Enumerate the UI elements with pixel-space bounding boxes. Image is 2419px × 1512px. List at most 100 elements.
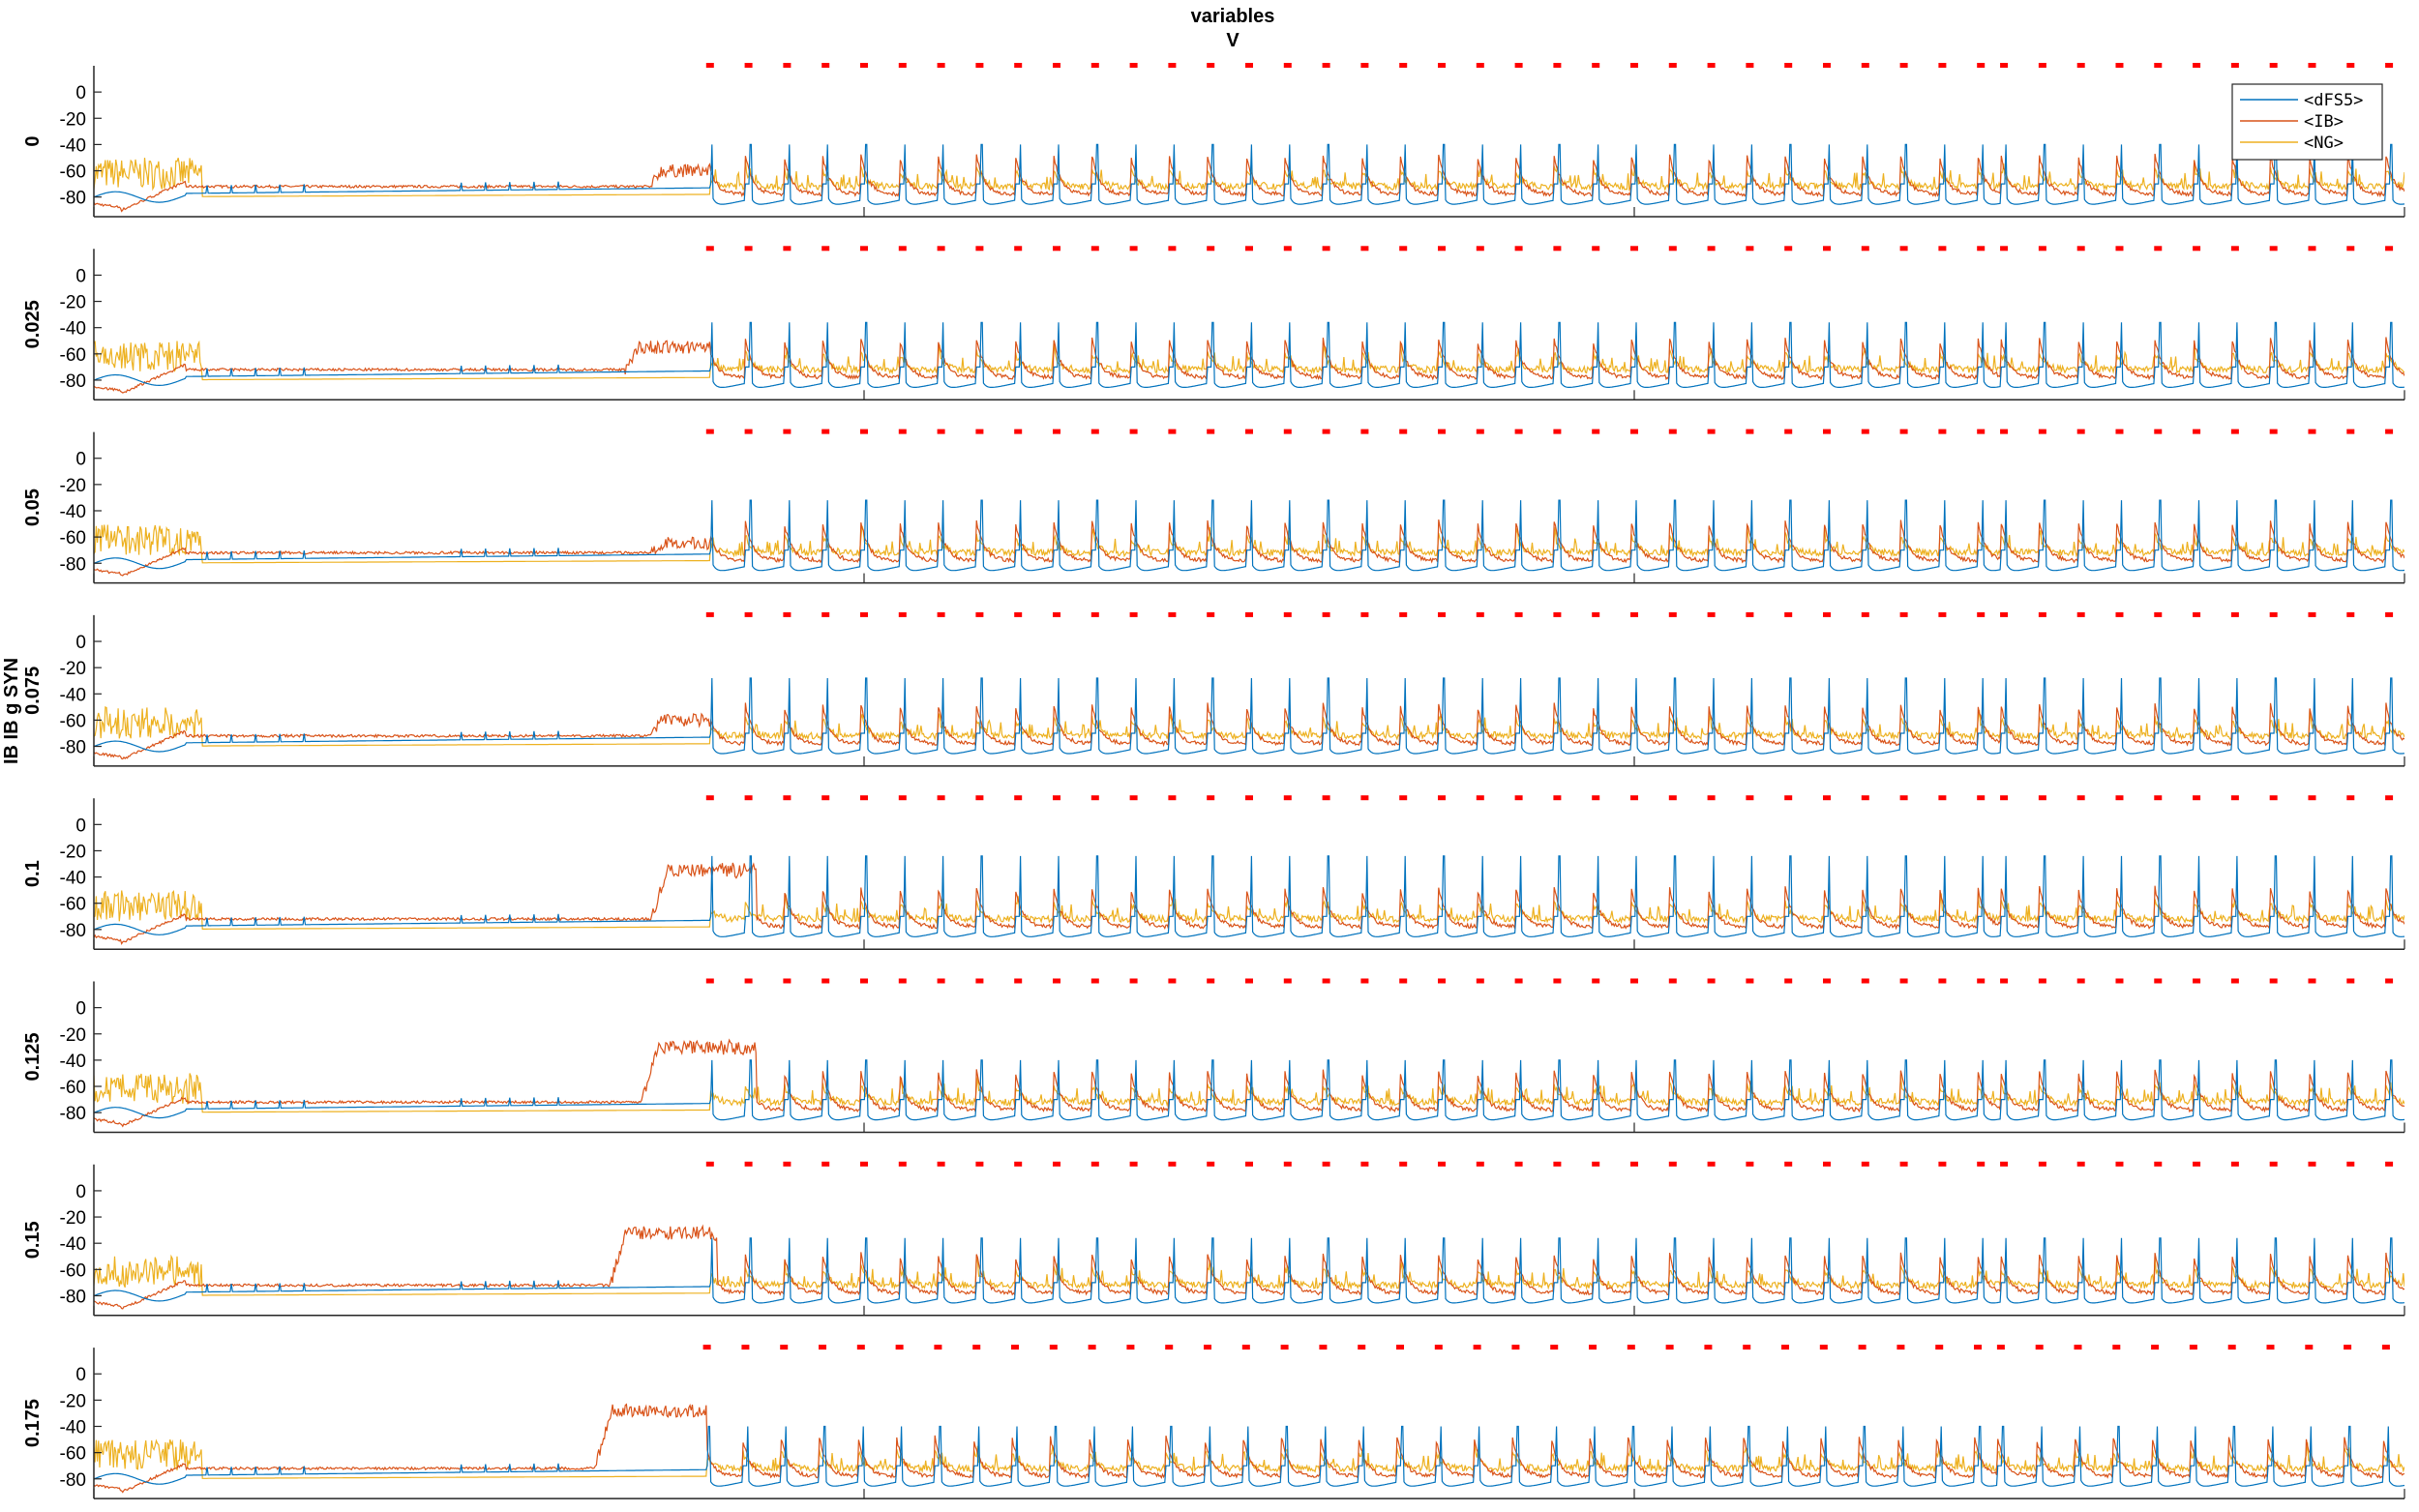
stimulus-marker <box>2038 246 2046 252</box>
stimulus-marker <box>744 429 753 434</box>
panel-label: 0.025 <box>22 300 44 348</box>
stimulus-marker <box>1014 795 1023 801</box>
stimulus-marker <box>1129 1161 1138 1167</box>
stimulus-marker <box>2269 611 2278 617</box>
stimulus-marker <box>1668 246 1677 252</box>
stimulus-marker <box>2346 246 2355 252</box>
y-tick-label: -20 <box>60 109 86 130</box>
series-line-dFS5 <box>94 321 2404 388</box>
stimulus-marker <box>1938 429 1947 434</box>
stimulus-marker <box>1126 1345 1135 1350</box>
stimulus-marker <box>1053 795 1060 801</box>
stimulus-marker <box>2227 1345 2236 1350</box>
stimulus-marker <box>821 246 830 252</box>
stimulus-marker <box>898 795 907 801</box>
stimulus-marker <box>1322 1161 1330 1167</box>
stimulus-marker <box>1241 1345 1250 1350</box>
stimulus-marker <box>821 1161 830 1167</box>
panel-4: 0 -20 -40 -60 -80 0.1 <box>22 795 2405 950</box>
stimulus-marker <box>1322 63 1330 68</box>
stimulus-marker <box>1592 978 1600 984</box>
stimulus-marker <box>2308 978 2316 984</box>
stimulus-marker <box>2115 1161 2124 1167</box>
stimulus-marker <box>1592 1161 1600 1167</box>
stimulus-marker <box>1207 429 1215 434</box>
stimulus-marker <box>744 978 753 984</box>
stimulus-marker <box>1704 1345 1713 1350</box>
stimulus-marker <box>1514 63 1523 68</box>
stimulus-marker <box>1627 1345 1635 1350</box>
stimulus-marker <box>2035 1345 2044 1350</box>
stimulus-marker <box>1396 1345 1405 1350</box>
stimulus-marker <box>1014 611 1023 617</box>
panels: 0 -20 -40 -60 -80 0 0 -20 -40 -60 -80 0.025 0 -20 -40 -… <box>22 63 2405 1499</box>
stimulus-marker <box>1938 63 1947 68</box>
stimulus-marker <box>1784 611 1793 617</box>
stimulus-marker <box>1592 611 1600 617</box>
y-tick-label: -60 <box>60 711 86 731</box>
stimulus-marker <box>2000 978 2009 984</box>
stimulus-marker <box>1360 978 1369 984</box>
stimulus-marker <box>2038 978 2046 984</box>
stimulus-marker <box>705 611 714 617</box>
stimulus-marker <box>1861 246 1869 252</box>
stimulus-marker <box>1322 795 1330 801</box>
stimulus-marker <box>2346 63 2355 68</box>
y-tick-label: -20 <box>60 842 86 862</box>
chart-title-line-2: V <box>1226 30 1239 51</box>
stimulus-marker <box>860 795 868 801</box>
series-line-dFS5 <box>94 855 2404 937</box>
stimulus-marker <box>1129 246 1138 252</box>
stimulus-marker <box>2269 978 2278 984</box>
stimulus-marker <box>1207 246 1215 252</box>
stimulus-marker <box>2000 611 2009 617</box>
y-tick-label: -20 <box>60 659 86 679</box>
stimulus-marker <box>1707 978 1716 984</box>
y-tick-label: -60 <box>60 163 86 183</box>
stimulus-marker <box>975 429 984 434</box>
series-line-NG <box>94 340 2404 381</box>
series-line-IB <box>94 1224 2404 1310</box>
y-tick-label: -80 <box>60 554 86 575</box>
stimulus-marker <box>783 795 791 801</box>
stimulus-marker <box>2076 978 2085 984</box>
stimulus-marker <box>1630 978 1638 984</box>
stimulus-marker <box>1476 63 1484 68</box>
stimulus-marker <box>2115 63 2124 68</box>
series-line-dFS5 <box>94 1425 2404 1487</box>
stimulus-marker <box>1011 1345 1020 1350</box>
stimulus-marker <box>1823 246 1831 252</box>
stimulus-marker <box>1245 429 1253 434</box>
stimulus-marker <box>2346 1161 2355 1167</box>
stimulus-marker <box>975 795 984 801</box>
stimulus-marker <box>1399 63 1408 68</box>
stimulus-marker <box>2193 795 2201 801</box>
stimulus-marker <box>1781 1345 1790 1350</box>
y-tick-label: -40 <box>60 869 86 889</box>
y-tick-label: -40 <box>60 1234 86 1255</box>
stimulus-marker <box>1899 611 1908 617</box>
legend-entry: <IB> <box>2304 112 2344 132</box>
stimulus-marker <box>2193 611 2201 617</box>
stimulus-marker <box>1283 611 1292 617</box>
stimulus-marker <box>1129 978 1138 984</box>
stimulus-marker <box>2076 795 2085 801</box>
y-tick-label: -60 <box>60 1078 86 1098</box>
stimulus-marker <box>1784 795 1793 801</box>
stimulus-marker <box>744 63 753 68</box>
stimulus-marker <box>1553 429 1562 434</box>
stimulus-marker <box>1514 611 1523 617</box>
stimulus-marker <box>1129 429 1138 434</box>
stimulus-marker <box>975 978 984 984</box>
stimulus-marker <box>705 978 714 984</box>
stimulus-marker <box>744 246 753 252</box>
stimulus-marker <box>1280 1345 1289 1350</box>
series-line-dFS5 <box>94 499 2404 572</box>
stimulus-marker <box>1746 429 1754 434</box>
stimulus-marker <box>937 611 945 617</box>
y-tick-label: 0 <box>75 450 86 470</box>
stimulus-marker <box>2305 1345 2314 1350</box>
stimulus-marker <box>702 1345 711 1350</box>
stimulus-marker <box>1707 795 1716 801</box>
stimulus-marker <box>2308 246 2316 252</box>
